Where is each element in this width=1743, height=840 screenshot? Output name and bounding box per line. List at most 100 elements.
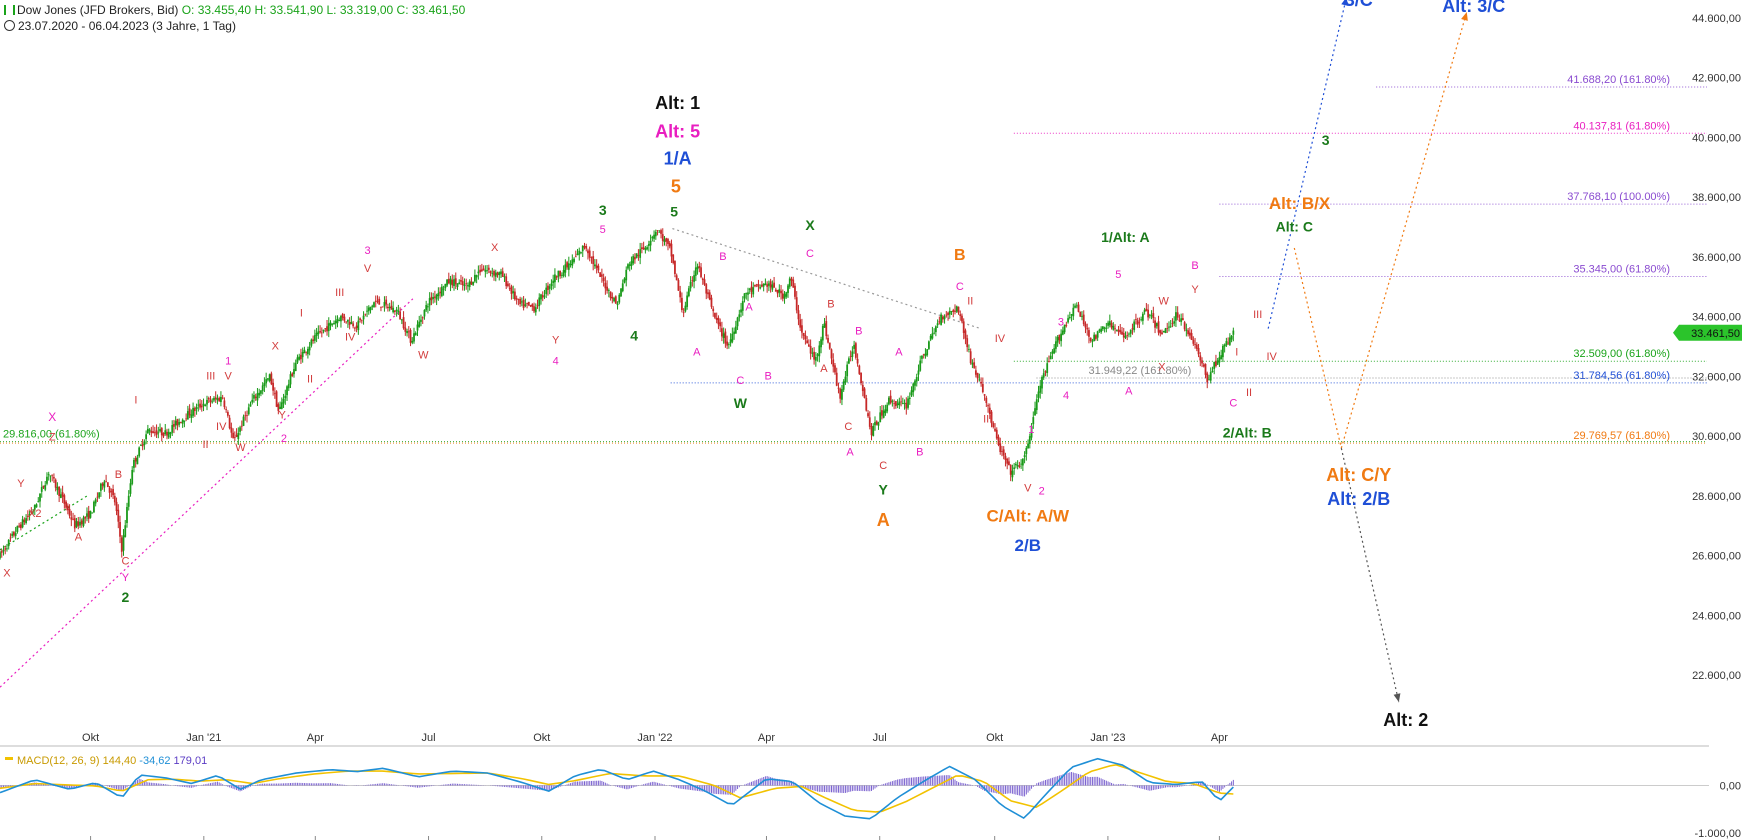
wave-label: B bbox=[765, 370, 772, 382]
candle-body bbox=[338, 320, 341, 321]
candle-body bbox=[976, 372, 979, 379]
candle-body bbox=[741, 301, 744, 311]
candle-body bbox=[849, 356, 852, 358]
price-tick-label: 38.000,00 bbox=[1692, 192, 1741, 204]
price-tick-label: 44.000,00 bbox=[1692, 13, 1741, 25]
candle-body bbox=[974, 370, 977, 375]
candle-body bbox=[1133, 321, 1136, 331]
candle-body bbox=[461, 281, 464, 286]
candle-body bbox=[1148, 314, 1151, 316]
wave-label: Alt: 1 bbox=[655, 93, 700, 113]
wave-label: Alt: C bbox=[1276, 219, 1313, 235]
candle-body bbox=[875, 421, 878, 425]
candle-body bbox=[162, 432, 165, 437]
candle-body bbox=[214, 397, 217, 400]
candle-body bbox=[265, 379, 268, 384]
wave-label: Alt: C/Y bbox=[1326, 465, 1391, 485]
candle-body bbox=[178, 421, 181, 425]
candle-body bbox=[788, 278, 791, 287]
candle-body bbox=[411, 340, 414, 343]
candle-body bbox=[444, 283, 447, 289]
candle-body bbox=[1011, 470, 1014, 478]
candle-body bbox=[390, 305, 393, 310]
wave-label: V bbox=[225, 370, 233, 382]
candle-body bbox=[647, 243, 650, 246]
candle-body bbox=[1053, 348, 1056, 354]
candle-body bbox=[607, 290, 610, 291]
candle-body bbox=[192, 407, 194, 416]
candle-body bbox=[661, 234, 664, 241]
candle-body bbox=[613, 298, 615, 302]
candle-body bbox=[1157, 321, 1160, 333]
candle-body bbox=[1060, 333, 1063, 342]
candle-body bbox=[404, 327, 407, 332]
candle-body bbox=[131, 469, 134, 484]
candle-body bbox=[1128, 333, 1130, 335]
candle-body bbox=[423, 309, 426, 317]
candle-body bbox=[795, 297, 798, 311]
candle-body bbox=[856, 358, 859, 364]
candle-body bbox=[898, 401, 901, 406]
candle-body bbox=[863, 388, 866, 398]
candle-body bbox=[230, 427, 233, 433]
candle-body bbox=[395, 309, 398, 312]
candle-body bbox=[126, 506, 128, 524]
last-price-label: 33.461,50 bbox=[1691, 328, 1740, 340]
candle-body bbox=[407, 331, 410, 333]
wave-label: C bbox=[879, 460, 887, 472]
candle-body bbox=[573, 258, 575, 262]
candle-body bbox=[37, 501, 40, 503]
candle-body bbox=[367, 307, 370, 312]
candle-body bbox=[719, 322, 722, 327]
wave-label: X bbox=[491, 242, 499, 254]
candle-body bbox=[889, 395, 892, 404]
candle-body bbox=[87, 510, 90, 519]
candle-body bbox=[1089, 337, 1092, 342]
candle-body bbox=[119, 522, 121, 537]
candle-body bbox=[261, 385, 264, 391]
candle-body bbox=[707, 292, 709, 295]
wave-label: B bbox=[1191, 260, 1198, 272]
candle-body bbox=[21, 519, 24, 528]
candle-body bbox=[373, 302, 375, 308]
wave-label: A bbox=[745, 302, 753, 314]
wave-label: V bbox=[364, 263, 372, 275]
candle-body bbox=[159, 429, 161, 432]
header-line-2: 23.07.2020 - 06.04.2023 (3 Jahre, 1 Tag) bbox=[4, 18, 465, 34]
candle-body bbox=[1088, 330, 1090, 337]
candle-body bbox=[562, 269, 565, 276]
candle-body bbox=[597, 265, 600, 271]
candle-body bbox=[714, 312, 716, 318]
price-tick-label: 36.000,00 bbox=[1692, 252, 1741, 264]
candle-body bbox=[594, 264, 596, 267]
candle-body bbox=[1225, 341, 1228, 346]
candle-body bbox=[1215, 361, 1217, 367]
candle-body bbox=[1114, 328, 1116, 330]
candle-body bbox=[256, 393, 259, 401]
candle-body bbox=[1002, 449, 1005, 456]
candle-body bbox=[1070, 314, 1073, 316]
candle-body bbox=[1218, 357, 1221, 363]
candle-body bbox=[213, 398, 215, 401]
candle-body bbox=[1072, 307, 1075, 317]
wave-label: C bbox=[1229, 397, 1237, 409]
candle-body bbox=[943, 316, 946, 320]
candle-body bbox=[881, 410, 883, 416]
candle-body bbox=[136, 457, 139, 465]
candle-body bbox=[696, 266, 699, 270]
candle-body bbox=[743, 293, 746, 299]
candle-body bbox=[298, 356, 301, 360]
candle-body bbox=[173, 423, 175, 427]
candle-body bbox=[1001, 451, 1003, 452]
candle-body bbox=[387, 306, 389, 309]
candle-body bbox=[865, 398, 868, 411]
candle-body bbox=[592, 256, 595, 265]
candle-body bbox=[1168, 326, 1170, 328]
candle-body bbox=[362, 315, 365, 320]
candle-body bbox=[1178, 319, 1181, 321]
candle-body bbox=[660, 230, 662, 234]
candle-body bbox=[672, 254, 675, 264]
candle-body bbox=[614, 296, 617, 304]
candle-body bbox=[792, 279, 795, 288]
